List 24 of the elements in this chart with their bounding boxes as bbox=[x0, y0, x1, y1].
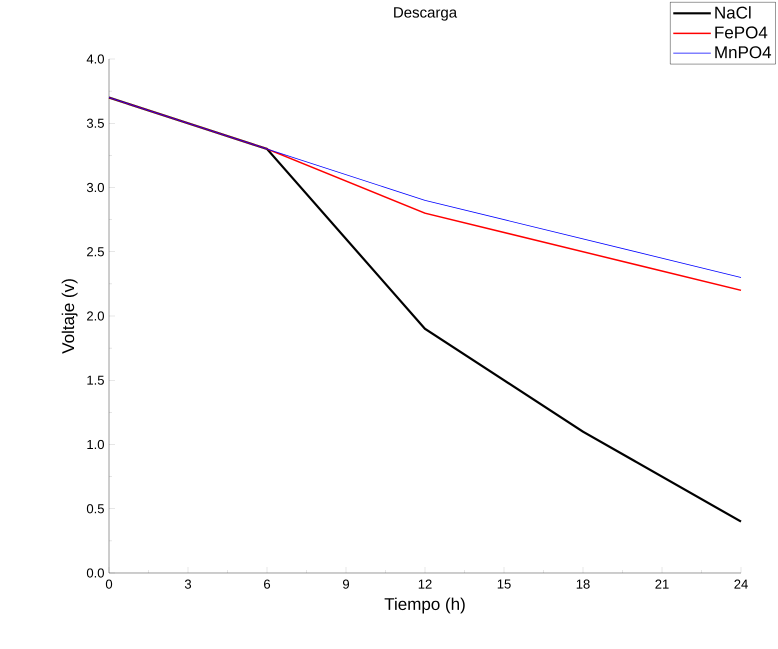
y-axis-title: Voltaje (v) bbox=[62, 279, 78, 354]
y-tick-label: 0.0 bbox=[86, 568, 104, 578]
x-tick-label: 15 bbox=[498, 580, 511, 589]
y-tick-label: 3.5 bbox=[86, 118, 104, 128]
y-tick-label: 1.5 bbox=[87, 376, 104, 385]
y-tick-label: 1.0 bbox=[87, 440, 104, 450]
x-tick-label: 24 bbox=[734, 580, 748, 589]
legend-label: NaCl bbox=[715, 6, 751, 19]
y-tick-label: 3.0 bbox=[86, 182, 104, 192]
x-tick-label: 9 bbox=[343, 580, 350, 589]
x-tick-label: 0 bbox=[106, 580, 112, 589]
x-tick-label: 3 bbox=[184, 580, 192, 589]
x-tick-label: 18 bbox=[576, 580, 590, 589]
y-tick-label: 0.5 bbox=[86, 504, 104, 514]
legend-label: MnPO4 bbox=[715, 46, 772, 58]
y-tick-label: 2.5 bbox=[87, 247, 104, 256]
x-axis-title: Tiempo (h) bbox=[384, 598, 465, 614]
x-tick-label: 12 bbox=[418, 580, 432, 589]
legend-label: FePO4 bbox=[715, 26, 768, 38]
y-tick-label: 2.0 bbox=[87, 311, 104, 321]
x-tick-label: 6 bbox=[264, 580, 270, 589]
y-tick-label: 4.0 bbox=[86, 54, 104, 64]
x-tick-label: 21 bbox=[655, 580, 669, 589]
chart-title: Descarga bbox=[394, 7, 458, 21]
